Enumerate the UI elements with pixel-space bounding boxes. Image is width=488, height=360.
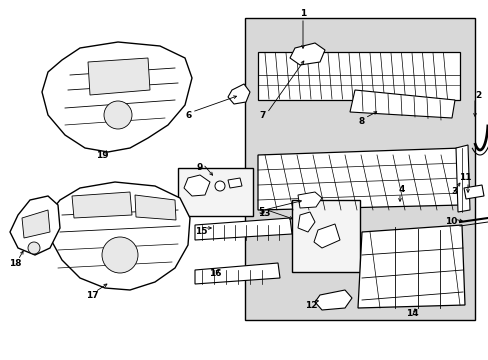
Text: 18: 18 xyxy=(9,258,21,267)
Polygon shape xyxy=(42,42,192,152)
Text: 13: 13 xyxy=(257,208,270,217)
Polygon shape xyxy=(297,212,314,232)
Text: 14: 14 xyxy=(405,310,417,319)
Polygon shape xyxy=(455,145,469,212)
Bar xyxy=(291,200,359,272)
Polygon shape xyxy=(88,58,150,95)
Polygon shape xyxy=(10,196,60,255)
Text: 5: 5 xyxy=(257,207,264,216)
Text: 6: 6 xyxy=(185,111,192,120)
Polygon shape xyxy=(72,192,132,218)
Text: 8: 8 xyxy=(358,117,365,126)
Bar xyxy=(178,168,252,216)
Circle shape xyxy=(104,101,132,129)
Polygon shape xyxy=(463,185,483,199)
Text: 2: 2 xyxy=(474,90,480,99)
Polygon shape xyxy=(227,84,249,104)
Text: 11: 11 xyxy=(458,174,470,183)
Text: 4: 4 xyxy=(398,185,405,194)
Polygon shape xyxy=(227,178,242,188)
Polygon shape xyxy=(195,263,280,284)
Polygon shape xyxy=(314,290,351,310)
Text: 12: 12 xyxy=(304,301,317,310)
Polygon shape xyxy=(297,192,321,208)
Polygon shape xyxy=(22,210,50,238)
Text: 17: 17 xyxy=(85,291,98,300)
Text: 3: 3 xyxy=(451,188,457,197)
Circle shape xyxy=(102,237,138,273)
Circle shape xyxy=(28,242,40,254)
Polygon shape xyxy=(289,43,325,65)
Text: 9: 9 xyxy=(196,162,203,171)
Polygon shape xyxy=(258,148,461,210)
Polygon shape xyxy=(313,224,339,248)
Circle shape xyxy=(215,181,224,191)
Text: 16: 16 xyxy=(208,270,221,279)
Polygon shape xyxy=(183,175,209,196)
Text: 10: 10 xyxy=(444,217,456,226)
Text: 1: 1 xyxy=(299,9,305,18)
Text: 7: 7 xyxy=(259,112,265,121)
Polygon shape xyxy=(195,218,291,240)
Text: 15: 15 xyxy=(194,226,207,235)
Text: 19: 19 xyxy=(96,152,108,161)
Polygon shape xyxy=(135,195,176,220)
Polygon shape xyxy=(244,18,474,320)
Polygon shape xyxy=(357,225,464,308)
Polygon shape xyxy=(48,182,190,290)
Polygon shape xyxy=(258,52,459,100)
Polygon shape xyxy=(349,90,454,118)
